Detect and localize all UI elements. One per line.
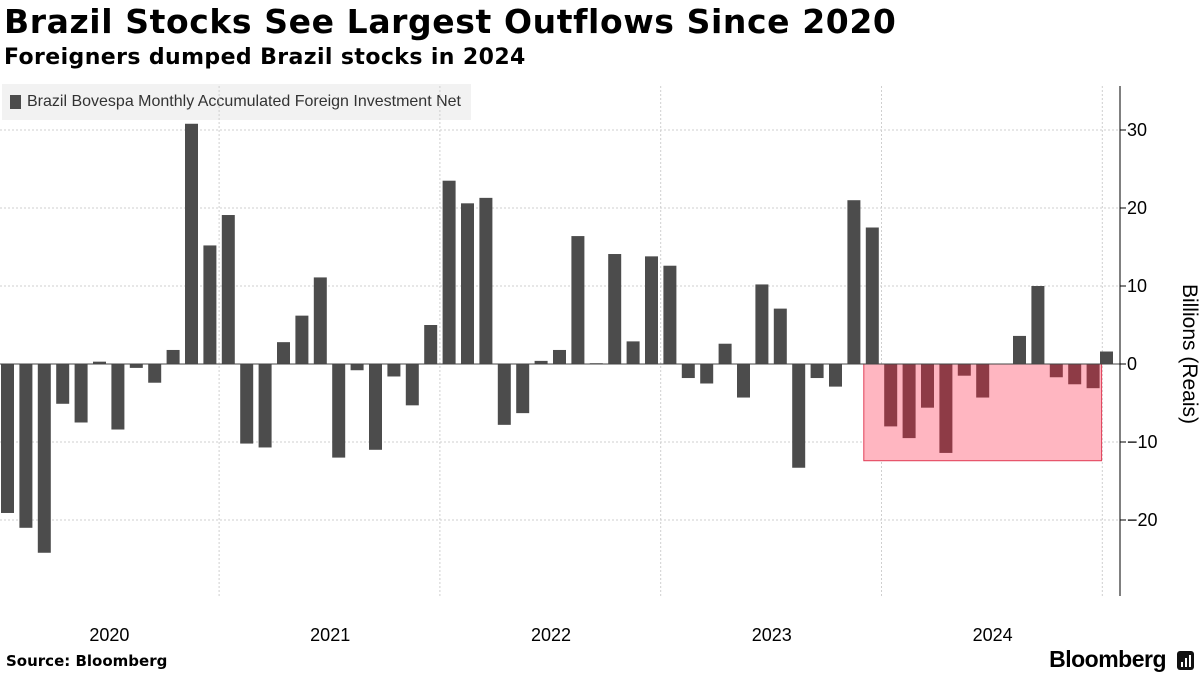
brand-mark-icon	[1177, 651, 1194, 670]
bar-2022-05	[516, 364, 530, 414]
source-note: Source: Bloomberg	[6, 652, 168, 670]
bar-2022-07	[553, 349, 566, 364]
bar-2023-01	[663, 265, 677, 364]
bar-2021-09	[369, 364, 382, 450]
bar-2023-12	[865, 227, 879, 364]
bar-2020-05	[74, 364, 88, 423]
bar-2021-12	[424, 325, 438, 364]
y-tick-label--20: −20	[1127, 510, 1158, 530]
x-tick-label-2023: 2023	[752, 625, 792, 645]
x-tick-label-2020: 2020	[89, 625, 129, 645]
bar-2023-08	[792, 364, 806, 468]
bar-2022-12	[645, 256, 658, 364]
bar-2021-10	[387, 364, 401, 377]
y-tick-label-0: 0	[1127, 354, 1137, 374]
chart-subtitle: Foreigners dumped Brazil stocks in 2024	[4, 45, 526, 70]
bar-2023-04	[718, 343, 732, 364]
bar-2022-04	[497, 364, 511, 425]
bar-2024-03	[921, 364, 934, 408]
bar-2022-06	[534, 360, 548, 364]
bar-2020-06	[93, 361, 106, 364]
brand-logo-text: Bloomberg	[1049, 646, 1166, 672]
y-tick-label-30: 30	[1127, 120, 1147, 140]
bar-2021-02	[240, 364, 254, 444]
bar-2021-07	[332, 364, 346, 458]
bar-2024-08	[1013, 335, 1026, 364]
bar-2020-11	[185, 123, 198, 364]
bar-2021-06	[313, 277, 327, 364]
y-axis-label: Billions (Reais)	[1178, 284, 1200, 424]
bar-2023-05	[737, 364, 750, 398]
bar-2023-02	[681, 364, 695, 379]
chart-legend: Brazil Bovespa Monthly Accumulated Forei…	[2, 84, 471, 120]
bar-2022-02	[461, 203, 474, 364]
bar-2022-10	[608, 254, 622, 364]
bar-2020-02	[19, 364, 33, 528]
bar-2021-05	[295, 315, 309, 364]
y-tick-label-10: 10	[1127, 276, 1147, 296]
bar-2023-09	[810, 364, 824, 379]
bar-2021-04	[277, 342, 290, 364]
bar-2024-05	[957, 364, 971, 376]
bar-2023-11	[847, 200, 861, 364]
bar-2024-04	[939, 364, 953, 453]
bar-2024-10	[1049, 364, 1063, 378]
bar-2024-06	[976, 364, 990, 398]
x-tick-label-2021: 2021	[310, 625, 350, 645]
bar-2020-04	[56, 364, 70, 404]
bar-2020-01	[1, 364, 14, 513]
bar-2023-10	[829, 364, 842, 387]
bar-2020-03	[37, 364, 51, 553]
y-tick-label-20: 20	[1127, 198, 1147, 218]
bar-2022-01	[442, 180, 456, 364]
bar-2020-09	[148, 364, 162, 383]
bar-2023-07	[773, 308, 787, 364]
bar-2022-11	[626, 341, 640, 364]
bar-2022-08	[571, 236, 585, 364]
bar-2020-07	[111, 364, 125, 430]
bar-2020-12	[203, 245, 217, 364]
x-tick-label-2022: 2022	[531, 625, 571, 645]
bar-2024-02	[902, 364, 916, 439]
bar-2023-03	[700, 364, 714, 384]
bar-2024-11	[1068, 364, 1082, 385]
legend-swatch	[10, 95, 21, 109]
bar-2021-01	[221, 215, 235, 364]
bar-2021-08	[350, 364, 364, 371]
chart-title: Brazil Stocks See Largest Outflows Since…	[4, 2, 897, 41]
bar-2023-06	[755, 284, 769, 364]
bar-2024-01	[884, 364, 898, 427]
bar-2021-11	[405, 364, 419, 406]
bar-2020-08	[129, 364, 143, 368]
legend-label: Brazil Bovespa Monthly Accumulated Forei…	[27, 93, 461, 110]
bar-2021-03	[258, 364, 272, 448]
y-tick-label--10: −10	[1127, 432, 1158, 452]
bar-2024-09	[1031, 286, 1045, 364]
bar-extra	[1100, 351, 1113, 364]
bar-2024-12	[1086, 364, 1100, 389]
x-tick-label-2024: 2024	[973, 625, 1013, 645]
bar-2020-10	[166, 349, 180, 364]
bar-2022-03	[479, 197, 493, 364]
